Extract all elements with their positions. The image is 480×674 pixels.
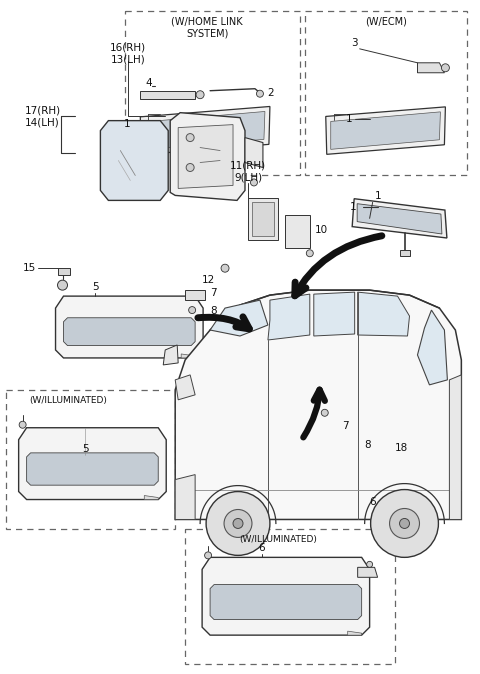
Text: (W/ECM): (W/ECM) xyxy=(365,17,407,27)
Text: (W/ILLUMINATED): (W/ILLUMINATED) xyxy=(239,535,317,545)
Text: 15: 15 xyxy=(23,264,36,273)
Polygon shape xyxy=(399,250,409,256)
Polygon shape xyxy=(268,294,310,340)
Text: 4: 4 xyxy=(145,78,152,88)
Polygon shape xyxy=(178,125,233,189)
Polygon shape xyxy=(175,375,195,400)
Polygon shape xyxy=(314,292,355,336)
Polygon shape xyxy=(181,354,195,358)
Circle shape xyxy=(233,518,243,528)
Polygon shape xyxy=(316,418,336,430)
Bar xyxy=(185,530,395,664)
Polygon shape xyxy=(144,495,158,499)
Polygon shape xyxy=(175,290,461,520)
Circle shape xyxy=(186,133,194,142)
Text: (W/HOME LINK
SYSTEM): (W/HOME LINK SYSTEM) xyxy=(171,17,243,38)
Text: 17(RH)
14(LH): 17(RH) 14(LH) xyxy=(24,106,60,127)
Circle shape xyxy=(189,307,196,313)
Polygon shape xyxy=(145,111,265,150)
Polygon shape xyxy=(56,296,203,358)
Polygon shape xyxy=(352,199,447,238)
Text: 6: 6 xyxy=(370,497,376,507)
Polygon shape xyxy=(285,216,310,248)
Text: (W/ILLUMINATED): (W/ILLUMINATED) xyxy=(30,396,108,405)
Bar xyxy=(125,11,300,175)
Polygon shape xyxy=(336,439,360,450)
Circle shape xyxy=(442,64,449,71)
Polygon shape xyxy=(358,568,378,578)
Polygon shape xyxy=(202,557,370,635)
Polygon shape xyxy=(26,453,158,485)
Polygon shape xyxy=(210,584,361,619)
Circle shape xyxy=(224,510,252,537)
Polygon shape xyxy=(19,428,166,499)
Text: 10: 10 xyxy=(315,225,328,235)
Text: 18: 18 xyxy=(395,443,408,453)
Text: 2: 2 xyxy=(267,88,274,98)
Polygon shape xyxy=(100,121,168,200)
Circle shape xyxy=(371,489,438,557)
Circle shape xyxy=(186,164,194,171)
Polygon shape xyxy=(185,290,205,300)
Text: 5: 5 xyxy=(82,443,89,454)
Polygon shape xyxy=(418,63,444,73)
Circle shape xyxy=(390,508,420,539)
Polygon shape xyxy=(326,107,445,154)
Text: 11(RH)
9(LH): 11(RH) 9(LH) xyxy=(230,161,266,183)
Circle shape xyxy=(204,552,212,559)
Polygon shape xyxy=(418,310,447,385)
Polygon shape xyxy=(331,112,441,150)
Text: 7: 7 xyxy=(342,421,348,431)
Text: 12: 12 xyxy=(202,275,215,285)
Circle shape xyxy=(321,409,328,417)
Text: 16(RH)
13(LH): 16(RH) 13(LH) xyxy=(110,43,146,65)
Polygon shape xyxy=(170,113,245,200)
Polygon shape xyxy=(425,495,439,499)
Circle shape xyxy=(306,250,313,257)
Text: 1: 1 xyxy=(374,191,381,202)
Polygon shape xyxy=(296,430,447,499)
Circle shape xyxy=(19,421,26,428)
Circle shape xyxy=(367,561,372,568)
Text: 8: 8 xyxy=(365,439,371,450)
Circle shape xyxy=(256,90,264,97)
Text: 6: 6 xyxy=(259,543,265,553)
Text: 5: 5 xyxy=(92,282,99,292)
Circle shape xyxy=(399,518,409,528)
Polygon shape xyxy=(210,300,268,336)
Circle shape xyxy=(58,280,68,290)
Polygon shape xyxy=(348,631,361,635)
Polygon shape xyxy=(357,204,442,234)
Text: 1: 1 xyxy=(346,114,353,123)
Polygon shape xyxy=(140,106,270,155)
Polygon shape xyxy=(304,454,439,485)
Text: 8: 8 xyxy=(210,306,216,316)
Polygon shape xyxy=(449,375,461,520)
Polygon shape xyxy=(245,137,263,168)
Circle shape xyxy=(251,179,257,186)
Polygon shape xyxy=(58,268,71,275)
Bar xyxy=(305,11,468,175)
Circle shape xyxy=(206,491,270,555)
Circle shape xyxy=(221,264,229,272)
Bar xyxy=(6,390,175,530)
Circle shape xyxy=(196,91,204,98)
Text: 3: 3 xyxy=(351,38,358,48)
Polygon shape xyxy=(175,474,195,520)
Text: 7: 7 xyxy=(210,288,216,298)
Polygon shape xyxy=(358,292,409,336)
Polygon shape xyxy=(140,91,195,98)
Polygon shape xyxy=(252,202,274,237)
Polygon shape xyxy=(248,198,278,240)
Polygon shape xyxy=(163,345,178,365)
Polygon shape xyxy=(63,317,195,346)
Text: 1: 1 xyxy=(350,202,357,212)
Text: 1: 1 xyxy=(124,119,130,129)
